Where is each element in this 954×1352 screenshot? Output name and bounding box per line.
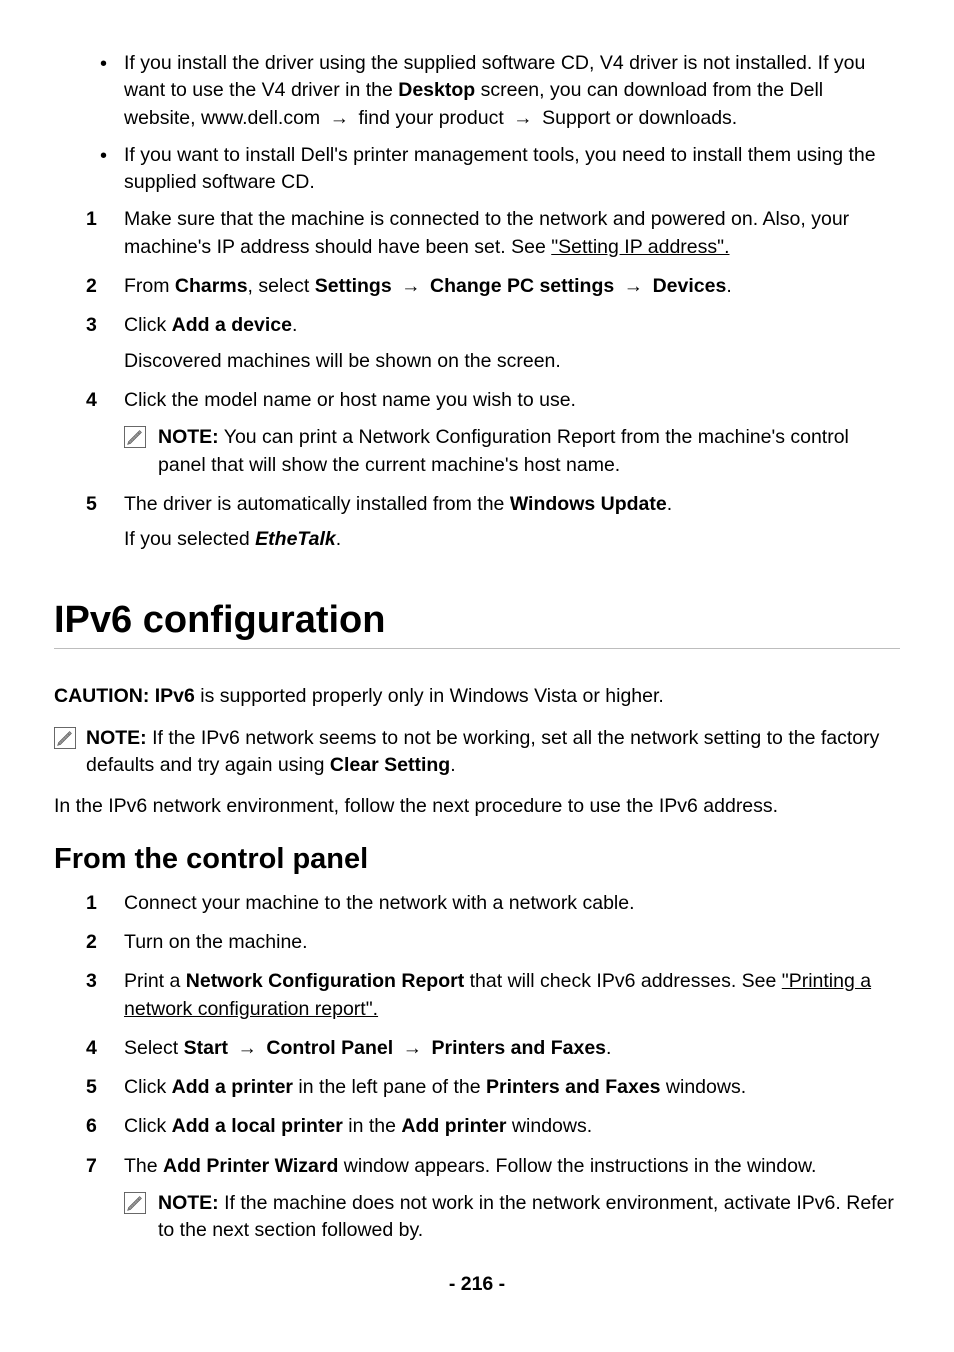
note-block: NOTE: If the IPv6 network seems to not b… [54, 725, 900, 780]
link-setting-ip[interactable]: "Setting IP address". [551, 236, 729, 258]
list-item: 6 Click Add a local printer in the Add p… [74, 1113, 900, 1140]
caution-text: CAUTION: IPv6 is supported properly only… [54, 683, 900, 710]
title-rule [54, 648, 900, 649]
list-item: 1 Make sure that the machine is connecte… [74, 206, 900, 261]
list-item: 5 Click Add a printer in the left pane o… [74, 1074, 900, 1101]
note-pencil-icon [54, 727, 76, 749]
intro-bullets: If you install the driver using the supp… [54, 50, 900, 196]
list-item: 4 Select Start → Control Panel → Printer… [74, 1035, 900, 1062]
list-item: 2 Turn on the machine. [74, 929, 900, 956]
subsection-title: From the control panel [54, 843, 900, 876]
list-item: 1 Connect your machine to the network wi… [74, 890, 900, 917]
note-block: NOTE: If the machine does not work in th… [124, 1190, 900, 1245]
list-item: 2 From Charms, select Settings → Change … [74, 273, 900, 300]
bullet-item: If you install the driver using the supp… [100, 50, 900, 132]
bullet-item: If you want to install Dell's printer ma… [100, 142, 900, 197]
steps-list-2: 1 Connect your machine to the network wi… [54, 890, 900, 1245]
list-item: 3 Click Add a device. Discovered machine… [74, 312, 900, 375]
steps-list-1: 1 Make sure that the machine is connecte… [54, 206, 900, 553]
intro-text: In the IPv6 network environment, follow … [54, 793, 900, 820]
page-number: - 216 - [0, 1273, 954, 1296]
note-block: NOTE: You can print a Network Configurat… [124, 424, 900, 479]
list-item: 3 Print a Network Configuration Report t… [74, 968, 900, 1023]
list-item: 4 Click the model name or host name you … [74, 387, 900, 479]
note-pencil-icon [124, 426, 146, 448]
section-title: IPv6 configuration [54, 599, 900, 642]
list-item: 7 The Add Printer Wizard window appears.… [74, 1153, 900, 1245]
note-pencil-icon [124, 1192, 146, 1214]
list-item: 5 The driver is automatically installed … [74, 491, 900, 554]
